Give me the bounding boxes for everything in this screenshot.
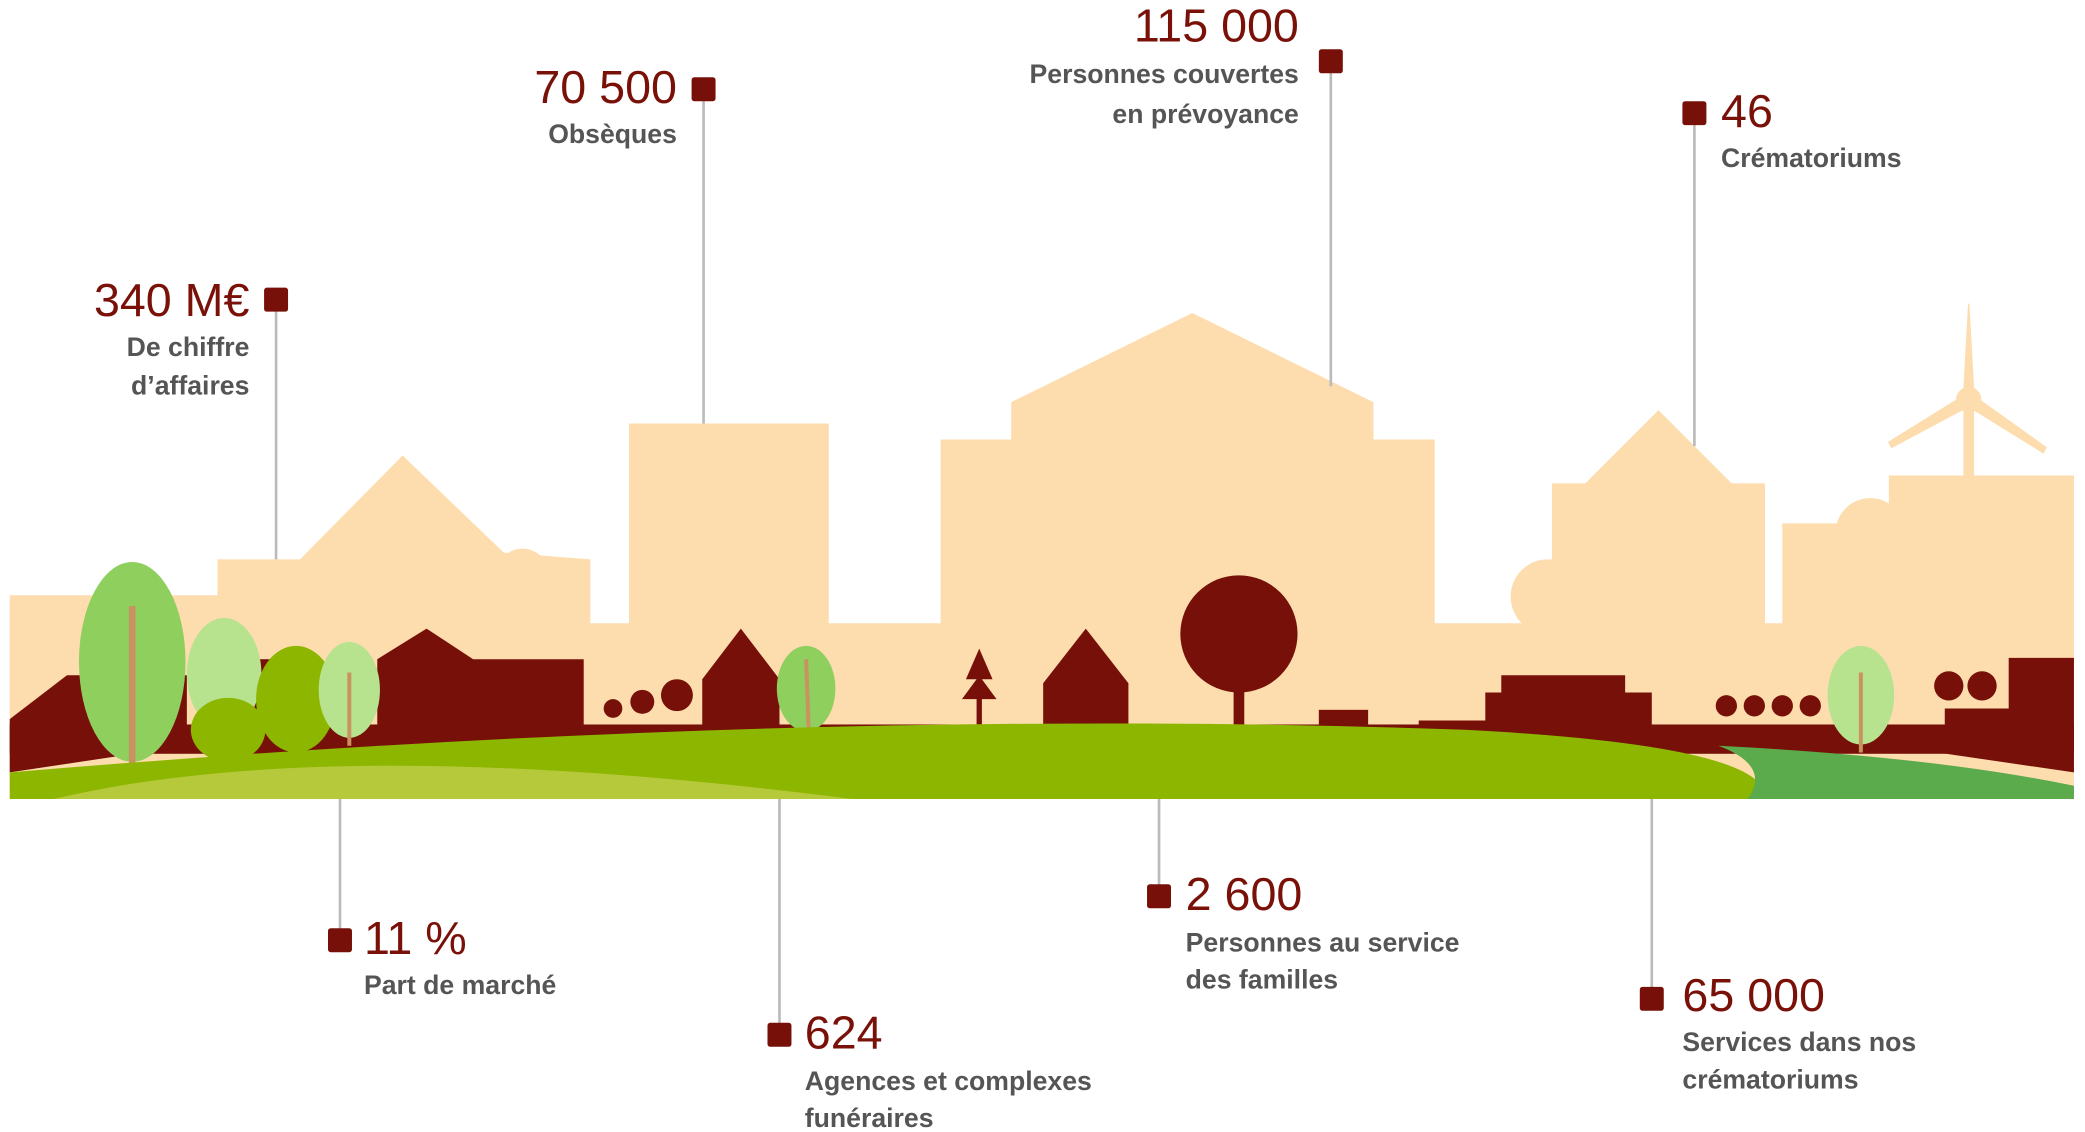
- marker: [264, 288, 288, 312]
- stat-label: Services dans nos: [1682, 1027, 1916, 1057]
- stat-label: Agences et complexes: [805, 1066, 1092, 1096]
- marker: [1319, 49, 1343, 73]
- stat-value: 46: [1721, 85, 1773, 137]
- stat-label: Personnes au service: [1186, 927, 1460, 957]
- stat-label: en prévoyance: [1112, 99, 1298, 129]
- stat-value: 11 %: [364, 912, 467, 964]
- landscape: [10, 304, 2074, 799]
- stat-label: d’affaires: [131, 371, 249, 401]
- marker: [1682, 101, 1706, 125]
- stat-label: Part de marché: [364, 970, 556, 1000]
- stat-label: crématoriums: [1682, 1064, 1858, 1094]
- stat-value: 2 600: [1186, 868, 1303, 920]
- wind-turbine: [1889, 304, 2046, 480]
- stat-label: funéraires: [805, 1103, 934, 1132]
- infographic: 340 M€ De chiffre d’affaires 70 500 Obsèques…: [0, 0, 2085, 1132]
- stat-label: Crématoriums: [1721, 143, 1902, 173]
- marker: [1147, 884, 1171, 908]
- stat-label: Personnes couvertes: [1030, 59, 1299, 89]
- marker: [1640, 987, 1664, 1011]
- stat-value: 65 000: [1682, 969, 1825, 1021]
- stat-value: 624: [805, 1006, 883, 1058]
- marker: [328, 928, 352, 952]
- marker: [692, 77, 716, 101]
- stat-label: De chiffre: [127, 332, 250, 362]
- stat-value: 70 500: [534, 61, 677, 113]
- stat-label: des familles: [1186, 965, 1338, 995]
- stat-value: 115 000: [1134, 0, 1299, 52]
- stat-value: 340 M€: [94, 274, 250, 326]
- stat-label: Obsèques: [548, 119, 677, 149]
- marker: [767, 1023, 791, 1047]
